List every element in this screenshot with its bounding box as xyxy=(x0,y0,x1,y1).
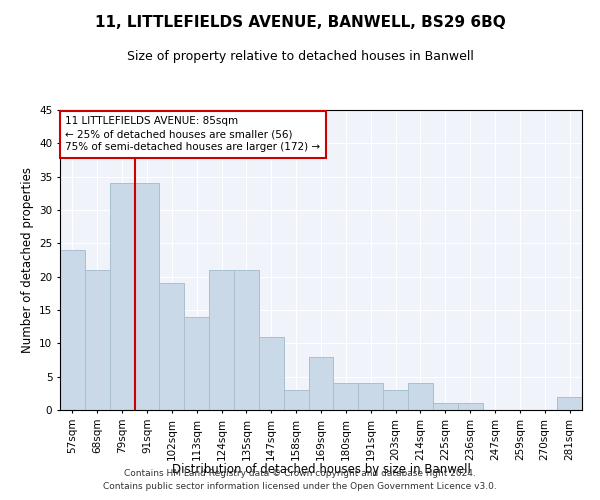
Bar xyxy=(383,390,408,410)
Bar xyxy=(60,250,85,410)
Text: Size of property relative to detached houses in Banwell: Size of property relative to detached ho… xyxy=(127,50,473,63)
Text: 11, LITTLEFIELDS AVENUE, BANWELL, BS29 6BQ: 11, LITTLEFIELDS AVENUE, BANWELL, BS29 6… xyxy=(95,15,505,30)
Bar xyxy=(234,270,259,410)
Bar xyxy=(110,184,134,410)
Text: Contains public sector information licensed under the Open Government Licence v3: Contains public sector information licen… xyxy=(103,482,497,491)
Bar xyxy=(334,384,358,410)
Bar xyxy=(358,384,383,410)
Bar xyxy=(284,390,308,410)
X-axis label: Distribution of detached houses by size in Banwell: Distribution of detached houses by size … xyxy=(172,462,470,475)
Bar xyxy=(308,356,334,410)
Bar xyxy=(557,396,582,410)
Bar xyxy=(209,270,234,410)
Bar xyxy=(134,184,160,410)
Bar xyxy=(458,404,482,410)
Bar xyxy=(85,270,110,410)
Text: Contains HM Land Registry data © Crown copyright and database right 2024.: Contains HM Land Registry data © Crown c… xyxy=(124,468,476,477)
Bar xyxy=(184,316,209,410)
Bar xyxy=(408,384,433,410)
Text: 11 LITTLEFIELDS AVENUE: 85sqm
← 25% of detached houses are smaller (56)
75% of s: 11 LITTLEFIELDS AVENUE: 85sqm ← 25% of d… xyxy=(65,116,320,152)
Y-axis label: Number of detached properties: Number of detached properties xyxy=(20,167,34,353)
Bar xyxy=(259,336,284,410)
Bar xyxy=(433,404,458,410)
Bar xyxy=(160,284,184,410)
